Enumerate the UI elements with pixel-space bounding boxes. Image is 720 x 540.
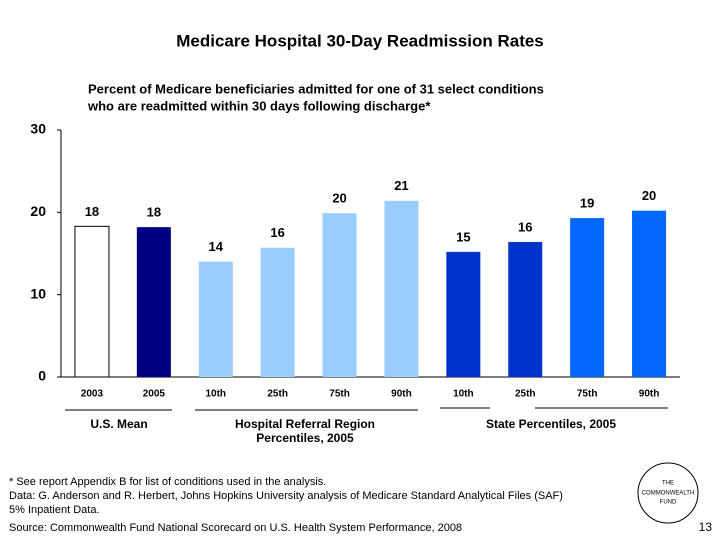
x-tick-label: 25th: [515, 389, 536, 400]
bar: [198, 261, 233, 377]
logo: [637, 462, 699, 524]
group-label: State Percentiles, 2005: [486, 417, 616, 431]
group-label: Hospital Referral Region: [235, 417, 375, 431]
bar: [260, 247, 295, 377]
footnote: Data: G. Anderson and R. Herbert, Johns …: [9, 490, 563, 502]
bar: [74, 225, 110, 378]
source: Source: Commonwealth Fund National Score…: [9, 522, 462, 534]
value-label: 18: [85, 204, 99, 219]
value-label: 15: [456, 229, 470, 244]
value-label: 18: [147, 205, 161, 220]
y-tick-label: 30: [30, 121, 46, 137]
x-tick-label: 25th: [267, 389, 288, 400]
subtitle: Percent of Medicare beneficiaries admitt…: [88, 81, 544, 96]
x-tick-label: 90th: [391, 389, 412, 400]
x-tick-label: 10th: [453, 389, 474, 400]
bar: [136, 227, 171, 377]
subtitle: who are readmitted within 30 days follow…: [87, 98, 431, 113]
logo-text: COMMONWEALTH: [642, 491, 695, 497]
y-tick-label: 20: [30, 203, 46, 219]
logo-text: FUND: [660, 500, 677, 506]
bar: [508, 241, 543, 377]
bar: [446, 251, 481, 377]
footnote: * See report Appendix B for list of cond…: [9, 476, 326, 488]
group-label: U.S. Mean: [90, 417, 147, 431]
x-tick-label: 2005: [143, 389, 166, 400]
value-label: 21: [394, 178, 408, 193]
chart-title: Medicare Hospital 30-Day Readmission Rat…: [176, 31, 544, 50]
value-label: 16: [518, 219, 532, 234]
value-label: 20: [642, 188, 656, 203]
x-tick-label: 10th: [205, 389, 226, 400]
x-tick-label: 75th: [329, 389, 350, 400]
x-tick-label: 75th: [577, 389, 598, 400]
page-number: 13: [699, 520, 713, 534]
x-tick-label: 2003: [81, 389, 104, 400]
bar: [632, 210, 667, 377]
y-tick-label: 10: [30, 285, 46, 301]
group-label: Percentiles, 2005: [256, 431, 354, 445]
footnote: 5% Inpatient Data.: [9, 504, 100, 516]
bar: [570, 218, 605, 377]
value-label: 16: [270, 225, 284, 240]
logo-text: THE: [662, 481, 674, 487]
value-label: 14: [209, 239, 224, 254]
bar: [384, 200, 419, 377]
y-tick-label: 0: [38, 368, 46, 384]
x-tick-label: 90th: [639, 389, 660, 400]
bar: [322, 213, 357, 377]
value-label: 20: [332, 191, 346, 206]
value-label: 19: [580, 196, 594, 211]
